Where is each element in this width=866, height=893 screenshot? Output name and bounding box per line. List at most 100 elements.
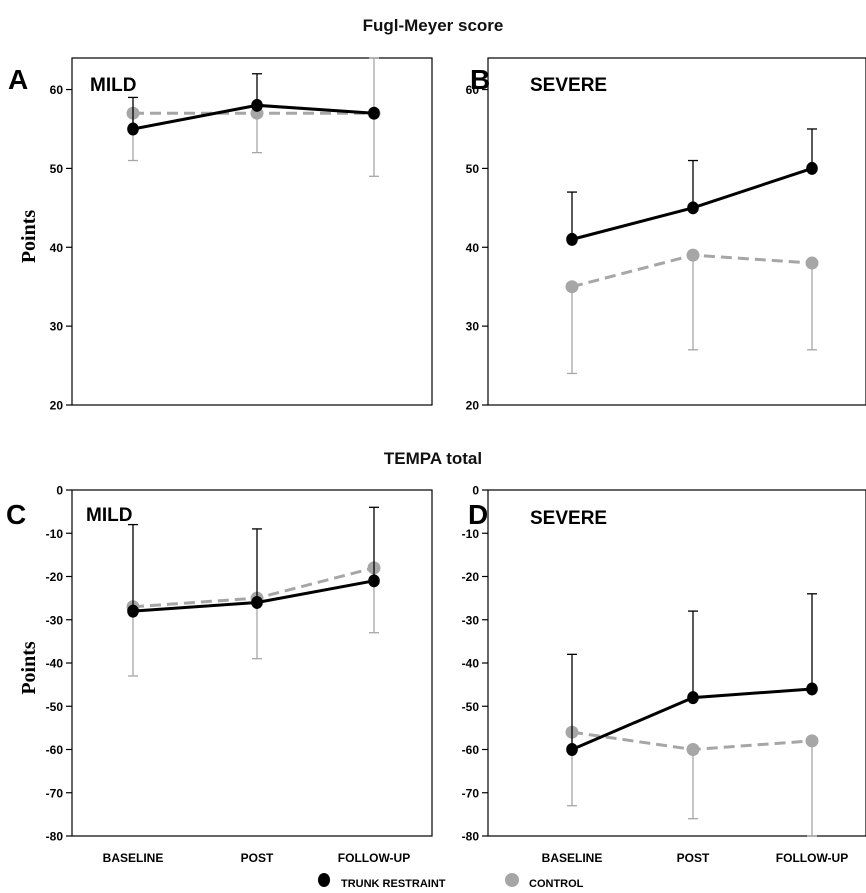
- x-tick-label: BASELINE: [103, 851, 164, 865]
- data-point: [565, 280, 579, 294]
- panel-title: MILD: [90, 75, 136, 96]
- panel-title: SEVERE: [530, 75, 607, 96]
- y-tick-label: -40: [462, 657, 480, 671]
- y-tick-label: 60: [466, 83, 480, 97]
- y-tick-label: -20: [46, 570, 64, 584]
- y-tick-label: -70: [46, 786, 64, 800]
- error-bar: [567, 653, 577, 750]
- series-control: [126, 561, 381, 677]
- y-tick-label: -20: [462, 570, 480, 584]
- plot-frame: [487, 57, 866, 406]
- y-tick-label: 0: [56, 484, 63, 498]
- y-tick-label: -30: [462, 613, 480, 627]
- error-bar: [252, 113, 262, 154]
- panels: A MILD 20 30 40 50 60 Points B SEVERE 20 30 40 50 60 C M…: [6, 57, 866, 865]
- error-bar: [688, 610, 698, 698]
- y-tick-label: -40: [46, 657, 64, 671]
- series-control: [565, 725, 819, 837]
- error-bar: [567, 286, 577, 375]
- y-tick-label: 0: [472, 484, 479, 498]
- series-control: [565, 248, 819, 375]
- legend-label-control: CONTROL: [529, 878, 584, 890]
- error-bar: [128, 523, 138, 612]
- x-tick-label: FOLLOW-UP: [338, 851, 410, 865]
- section-title-tempa: TEMPA total: [384, 449, 482, 468]
- y-tick-label: -50: [462, 700, 480, 714]
- y-tick-label: -80: [462, 830, 480, 844]
- panel-title: SEVERE: [530, 508, 607, 529]
- x-tick-label: POST: [677, 851, 710, 865]
- series-trunk-restraint: [127, 73, 380, 136]
- error-bar: [688, 159, 698, 208]
- data-point: [805, 256, 819, 270]
- data-point: [251, 595, 263, 609]
- legend-item-trunk-restraint: TRUNK RESTRAINT: [318, 873, 446, 890]
- error-bar: [252, 528, 262, 603]
- error-bar: [807, 593, 817, 689]
- y-tick-label: 50: [50, 162, 64, 176]
- data-point: [127, 604, 139, 618]
- x-tick-label: FOLLOW-UP: [776, 851, 848, 865]
- y-tick-label: -60: [46, 743, 64, 757]
- plot-frame: [71, 57, 433, 406]
- series-trunk-restraint: [566, 128, 818, 246]
- legend: TRUNK RESTRAINT CONTROL: [318, 873, 584, 890]
- error-bar: [128, 606, 138, 677]
- error-bar: [807, 740, 817, 837]
- y-tick-label: 20: [466, 399, 480, 413]
- panel-label-c: C: [6, 499, 26, 530]
- data-point: [687, 691, 699, 705]
- plot-frame: [487, 489, 866, 837]
- y-tick-label: 20: [50, 399, 64, 413]
- data-point: [127, 122, 139, 136]
- data-point: [368, 574, 380, 588]
- y-tick-label: -10: [462, 527, 480, 541]
- legend-marker-trunk-restraint: [318, 873, 330, 887]
- panel-d: D SEVERE 0 -10 -20 -30 -40 -50 -60 -70 -80 BASELINE…: [462, 484, 866, 865]
- panel-label-a: A: [8, 64, 28, 95]
- series-trunk-restraint: [127, 506, 380, 618]
- y-tick-label: -30: [46, 613, 64, 627]
- panel-label-b: B: [470, 64, 490, 95]
- y-tick-label: 40: [50, 241, 64, 255]
- section-title-fugl-meyer: Fugl-Meyer score: [363, 16, 504, 35]
- y-tick-label: -70: [462, 786, 480, 800]
- y-tick-label: 40: [466, 241, 480, 255]
- x-tick-label: BASELINE: [542, 851, 603, 865]
- data-point: [805, 734, 819, 748]
- data-point: [566, 743, 578, 756]
- error-bar: [688, 255, 698, 351]
- panel-c: C MILD 0 -10 -20 -30 -40 -50 -60 -70 -80 Points BASE…: [6, 484, 433, 865]
- y-tick-label: -50: [46, 700, 64, 714]
- data-point: [368, 106, 380, 120]
- legend-label-trunk-restraint: TRUNK RESTRAINT: [341, 878, 446, 890]
- data-point: [686, 248, 700, 262]
- data-point: [806, 161, 818, 175]
- data-point: [687, 201, 699, 215]
- panel-title: MILD: [86, 505, 132, 526]
- y-tick-label: -10: [46, 527, 64, 541]
- panel-a: A MILD 20 30 40 50 60 Points: [8, 57, 433, 413]
- plot-frame: [71, 489, 433, 837]
- panel-b: B SEVERE 20 30 40 50 60: [466, 57, 866, 413]
- error-bar: [807, 128, 817, 169]
- y-axis-label: Points: [18, 641, 40, 695]
- y-tick-label: -60: [462, 743, 480, 757]
- data-point: [686, 743, 700, 756]
- series-control: [126, 57, 381, 177]
- y-tick-label: 50: [466, 162, 480, 176]
- y-tick-label: -80: [46, 830, 64, 844]
- error-bar: [807, 263, 817, 351]
- legend-marker-control: [505, 873, 519, 887]
- legend-item-control: CONTROL: [505, 873, 584, 890]
- y-tick-label: 30: [466, 320, 480, 334]
- series-trunk-restraint: [566, 593, 818, 756]
- data-point: [251, 98, 263, 112]
- y-tick-label: 60: [50, 83, 64, 97]
- panel-label-d: D: [468, 499, 488, 530]
- x-tick-label: POST: [241, 851, 274, 865]
- error-bar: [688, 749, 698, 820]
- data-point: [806, 682, 818, 696]
- y-tick-label: 30: [50, 320, 64, 334]
